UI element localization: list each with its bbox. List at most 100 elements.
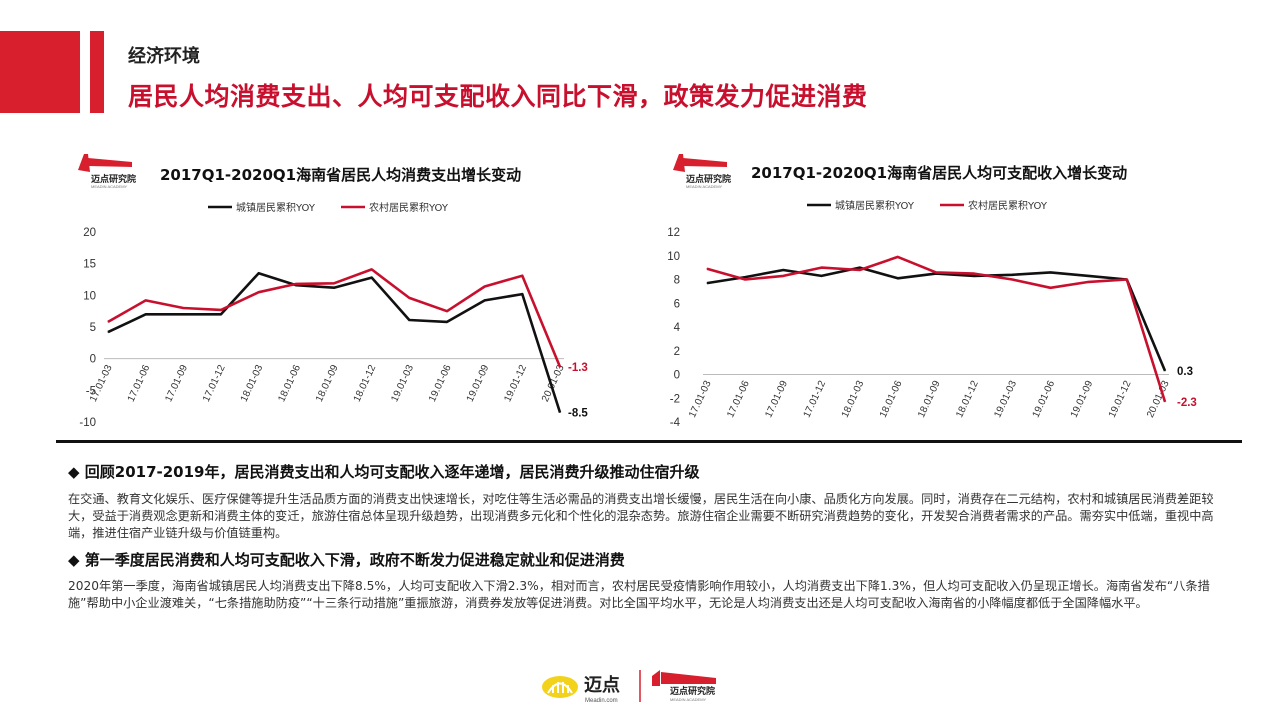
consumption-chart: 迈点研究院 MEADIN ACADEMY 2017Q1-2020Q1海南省居民人均消… [60,150,660,440]
bullet-review: ◆ 回顾2017-2019年，居民消费支出和人均可支配收入逐年递增，居民消费升级… [68,463,700,481]
data-point-rural [408,297,410,299]
y-tick-label: -2 [670,393,680,405]
data-point-rural [859,269,861,271]
data-point-rural [821,267,822,269]
footer-logo-svg: 迈点 Meadin.com 迈点研究院 MEADIN ACADEMY [542,670,716,704]
data-point-urban [859,267,861,269]
x-tick-label: 20.01-03 [540,363,567,404]
legend-label-urban: 城镇居民累积YOY [835,199,915,212]
x-tick-label: 19.01-06 [1031,379,1058,420]
data-point-rural [484,286,486,287]
data-point-urban [220,313,222,315]
data-point-urban [706,282,708,284]
legend-label-rural: 农村居民累积YOY [968,199,1048,212]
data-point-urban [371,277,373,279]
data-point-rural [446,310,448,312]
series-line-urban [706,266,1167,372]
x-tick-label: 18.01-09 [916,379,943,420]
footer-logos: 迈点 Meadin.com 迈点研究院 MEADIN ACADEMY [540,666,740,706]
bullet-q1: ◆ 第一季度居民消费和人均可支配收入下滑，政府不断发力促进稳定就业和促进消费 [68,551,625,569]
section-title: 经济环境 [128,46,200,67]
data-point-rural [935,271,937,273]
section-divider [56,440,1242,443]
logo-text-cn: 迈点研究院 [686,173,731,185]
data-point-urban [145,313,147,315]
data-point-urban [107,331,109,333]
footer-academy-en: MEADIN ACADEMY [670,697,707,702]
x-tick-label: 18.01-09 [314,363,341,404]
x-tick-label: 19.01-06 [427,363,454,404]
x-tick-label: 19.01-09 [465,363,492,404]
legend-label-rural: 农村居民累积YOY [369,201,449,214]
data-point-rural [1050,287,1051,289]
data-point-urban [1088,275,1090,277]
y-tick-label: 0 [90,354,96,366]
page-headline: 居民人均消费支出、人均可支配收入同比下滑，政策发力促进消费 [128,82,868,111]
data-point-urban [446,321,448,323]
brand-red-block [0,31,80,113]
data-point-rural [706,268,708,270]
y-tick-label: 10 [83,290,96,302]
y-tick-label: 20 [83,227,96,239]
x-tick-label: 19.01-03 [389,363,416,404]
x-tick-label: 18.01-06 [878,379,905,420]
chart-title: 2017Q1-2020Q1海南省居民人均可支配收入增长变动 [751,164,1127,182]
y-tick-label: -10 [79,417,96,429]
data-point-rural [1088,281,1090,283]
logo-text-en: MEADIN ACADEMY [686,184,723,189]
data-point-rural [182,307,184,309]
paragraph-review: 在交通、教育文化娱乐、医疗保健等提升生活品质方面的消费支出快速增长，对吃住等生活… [68,492,1214,540]
data-point-rural [145,299,147,301]
income-chart: 迈点研究院 MEADIN ACADEMY 2017Q1-2020Q1海南省居民人均可… [655,150,1255,440]
y-tick-label: 4 [674,322,681,334]
data-point-urban [782,269,784,271]
x-tick-label: 18.01-12 [954,379,981,420]
data-point-rural [333,282,335,284]
y-tick-label: 12 [667,227,680,239]
academy-logo-icon [652,670,716,686]
data-point-rural [1164,401,1166,403]
data-point-urban [333,287,335,289]
y-tick-label: 8 [674,275,680,287]
x-tick-label: 17.01-09 [163,363,190,404]
logo-tower [78,154,90,172]
data-point-rural [782,275,784,277]
y-tick-label: 6 [674,298,680,310]
data-point-rural [897,256,899,258]
x-tick-label: 17.01-12 [201,363,228,404]
x-tick-label: 19.01-03 [992,379,1019,420]
footer-academy-cn: 迈点研究院 [670,685,715,697]
chart-title: 2017Q1-2020Q1海南省居民人均消费支出增长变动 [160,166,521,184]
x-tick-label: 18.01-03 [840,379,867,420]
x-tick-label: 17.01-09 [763,379,790,420]
data-point-urban [408,319,410,321]
data-point-urban [258,272,260,274]
series-line-rural [107,268,562,368]
x-tick-label: 17.01-06 [126,363,153,404]
x-tick-label: 17.01-03 [88,363,115,404]
x-tick-label: 17.01-06 [725,379,752,420]
brand-red-bar [90,31,104,113]
x-tick-label: 18.01-06 [276,363,303,404]
data-point-rural [371,268,373,270]
data-point-rural [559,366,561,368]
end-data-label-rural: -1.3 [568,362,588,374]
logo-text-cn: 迈点研究院 [91,173,136,185]
meadin-logo-icon [542,676,578,698]
data-point-urban [182,313,184,315]
y-tick-label: 2 [674,346,680,358]
x-tick-label: 18.01-12 [352,363,379,404]
footer-brand-cn: 迈点 [584,674,620,696]
data-point-urban [1050,271,1051,273]
y-tick-label: -5 [86,385,96,397]
data-point-urban [973,275,975,277]
data-point-urban [821,275,822,277]
x-tick-label: 17.01-03 [687,379,714,420]
x-tick-label: 19.01-12 [502,363,529,404]
y-tick-label: 10 [667,251,680,263]
data-point-urban [1011,274,1013,276]
data-point-urban [559,412,561,413]
logo-flag [88,158,132,167]
x-tick-label: 17.01-12 [802,379,829,420]
